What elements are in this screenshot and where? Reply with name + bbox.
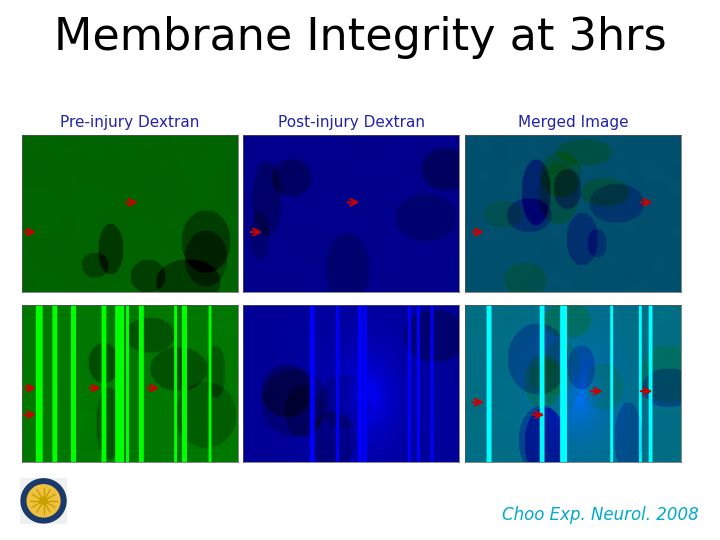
- Text: Choo Exp. Neurol. 2008: Choo Exp. Neurol. 2008: [502, 506, 698, 524]
- Polygon shape: [40, 497, 48, 504]
- Text: Post-injury Dextran: Post-injury Dextran: [278, 114, 425, 130]
- Text: Membrane Integrity at 3hrs: Membrane Integrity at 3hrs: [54, 16, 666, 59]
- Polygon shape: [27, 485, 60, 517]
- Text: Pre-injury Dextran: Pre-injury Dextran: [60, 114, 199, 130]
- Text: Merged Image: Merged Image: [518, 114, 629, 130]
- Polygon shape: [21, 479, 66, 523]
